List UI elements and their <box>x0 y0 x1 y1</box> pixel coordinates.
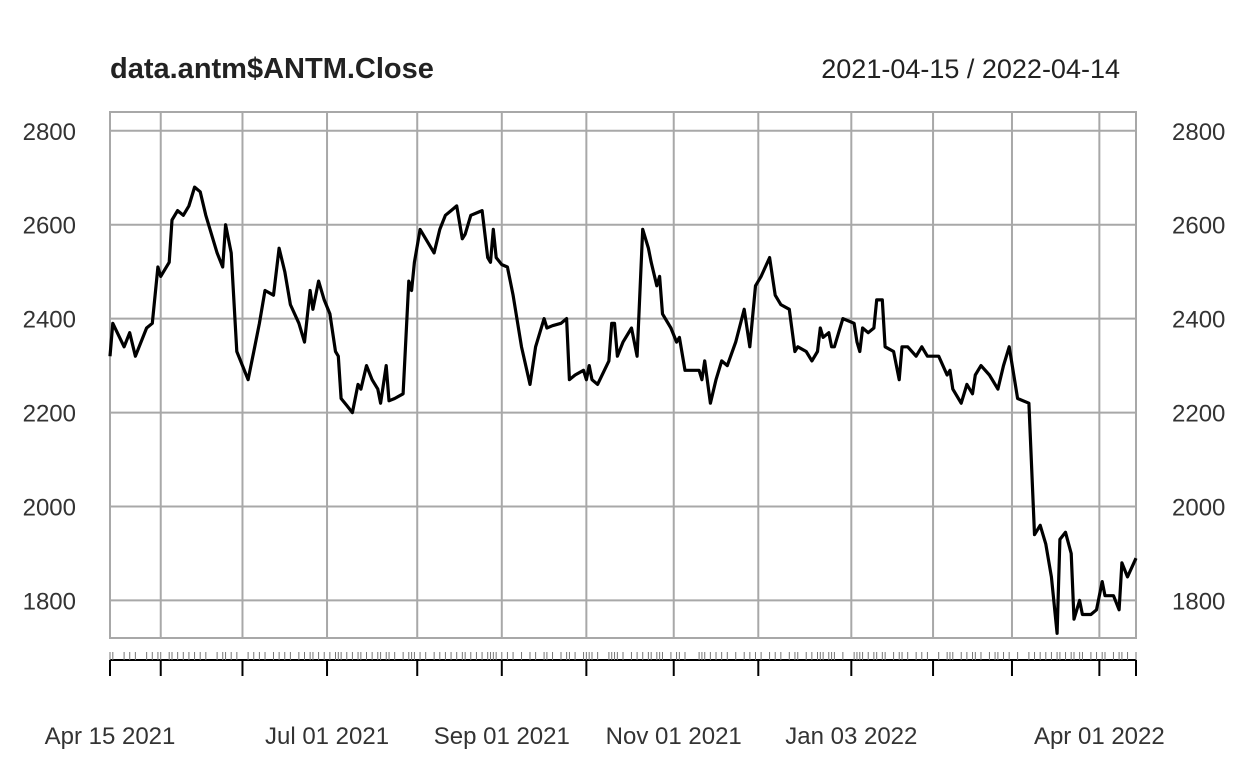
y-tick-label-left: 2200 <box>23 401 76 428</box>
y-tick-label-right: 2400 <box>1172 307 1225 334</box>
x-axis: Apr 15 2021 Jul 01 2021 Sep 01 2021 Nov 01 … <box>45 652 1165 750</box>
y-tick-label-left: 2600 <box>23 213 76 240</box>
y-tick-label-right: 2800 <box>1172 119 1225 146</box>
x-tick-label: Apr 15 2021 <box>45 723 176 750</box>
y-axis-left: 1800 2000 2200 2400 2600 2800 <box>23 119 76 616</box>
grid <box>109 111 1137 639</box>
y-tick-label-left: 2400 <box>23 307 76 334</box>
x-tick-label: Apr 01 2022 <box>1034 723 1165 750</box>
chart-title: data.antm$ANTM.Close <box>110 53 434 85</box>
y-tick-label-left: 2000 <box>23 495 76 522</box>
y-tick-label-right: 2200 <box>1172 401 1225 428</box>
y-axis-right: 1800 2000 2200 2400 2600 2800 <box>1172 119 1225 616</box>
y-tick-label-left: 2800 <box>23 119 76 146</box>
y-tick-label-right: 2600 <box>1172 213 1225 240</box>
y-tick-label-right: 1800 <box>1172 588 1225 615</box>
x-tick-label: Jan 03 2022 <box>785 723 917 750</box>
chart-date-range: 2021-04-15 / 2022-04-14 <box>821 54 1120 84</box>
y-tick-label-right: 2000 <box>1172 495 1225 522</box>
y-tick-label-left: 1800 <box>23 588 76 615</box>
series-line <box>108 185 1138 635</box>
x-tick-label: Nov 01 2021 <box>606 723 742 750</box>
plot-frame <box>109 111 1137 639</box>
x-tick-label: Jul 01 2021 <box>265 723 389 750</box>
x-tick-label: Sep 01 2021 <box>434 723 570 750</box>
